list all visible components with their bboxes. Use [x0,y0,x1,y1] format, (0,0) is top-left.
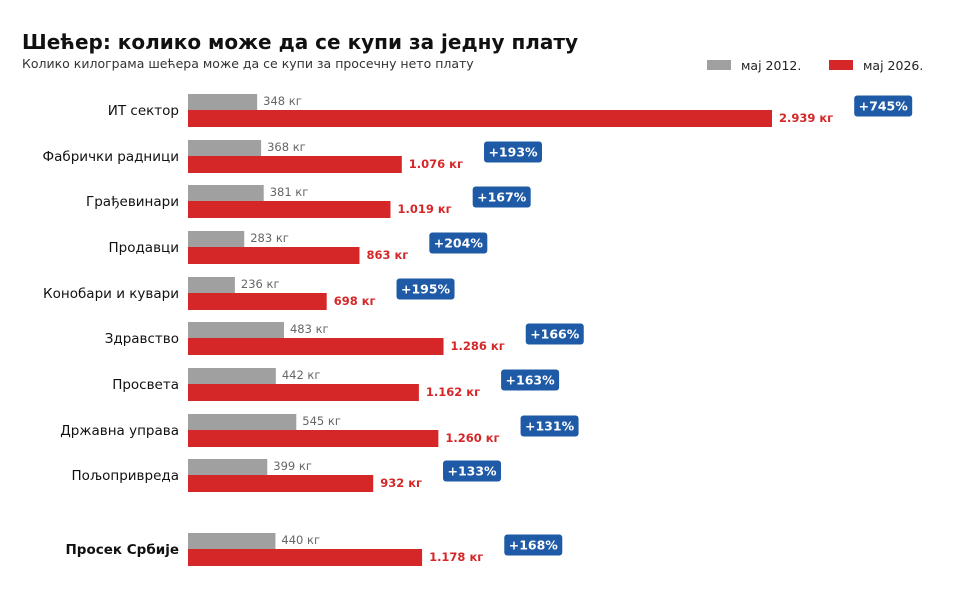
value-label-2026: 698 кг [334,294,376,308]
category-label: Конобари и кувари [43,286,179,302]
bar-2026 [188,110,772,127]
change-badge [854,95,913,117]
value-label-2012: 483 кг [290,322,329,336]
change-badge [396,278,455,300]
value-label-2026: 932 кг [380,476,422,490]
change-label: +131% [525,419,575,434]
value-label-2012: 442 кг [282,368,321,382]
bar-2012 [188,185,264,202]
legend-swatch-2012 [707,60,731,70]
change-badge [525,323,584,345]
category-label: Просек Србије [66,542,180,558]
change-label: +204% [434,236,484,251]
bar-2026 [188,338,444,355]
legend-item-2026: мај 2026. [829,57,923,73]
category-label: ИТ сектор [108,103,179,119]
change-label: +167% [477,190,527,205]
bar-2012 [188,277,235,294]
bar-2026 [188,384,419,401]
legend-item-2012: мај 2012. [707,57,801,73]
value-label-2012: 399 кг [273,459,312,473]
bar-2026 [188,201,391,218]
bar-2012 [188,414,297,431]
change-label: +745% [859,99,909,114]
chart-title: Шећер: колико може да се купи за једну п… [22,30,579,54]
bar-2012 [188,533,276,550]
change-badge [443,460,502,482]
legend-label-2026: мај 2026. [863,57,924,73]
value-label-2012: 545 кг [302,414,341,428]
change-badge [484,141,543,163]
bar-2026 [188,293,327,310]
bar-2026 [188,475,374,492]
category-label: Здравство [105,331,179,347]
change-badge [520,415,579,437]
change-label: +193% [488,145,538,160]
value-label-2026: 1.286 кг [451,339,505,353]
bar-2012 [188,322,284,339]
bar-2026 [188,247,360,264]
category-label: Фабрички радници [43,149,180,165]
chart-subtitle: Колико килограма шећера може да се купи … [22,56,474,71]
value-label-2012: 348 кг [263,94,302,108]
value-label-2026: 1.260 кг [445,431,499,445]
value-label-2026: 1.178 кг [429,550,483,564]
value-label-2026: 863 кг [366,248,408,262]
value-label-2026: 1.162 кг [426,385,480,399]
value-label-2012: 283 кг [250,231,289,245]
change-badge [504,534,563,556]
category-label: Продавци [108,240,179,256]
category-label: Државна управа [60,423,179,439]
change-label: +195% [401,282,451,297]
bar-2012 [188,368,276,385]
change-badge [472,186,531,208]
change-label: +168% [509,538,559,553]
bar-2026 [188,430,439,447]
category-label: Пољопривреда [72,468,179,484]
category-label: Просвета [112,377,179,393]
change-label: +163% [506,373,556,388]
change-badge [429,232,488,254]
value-label-2012: 236 кг [241,277,280,291]
value-label-2026: 1.019 кг [397,202,451,216]
change-label: +133% [447,464,497,479]
legend-label-2012: мај 2012. [741,57,802,73]
value-label-2012: 440 кг [281,533,320,547]
change-label: +166% [530,327,580,342]
value-label-2012: 368 кг [267,140,306,154]
value-label-2026: 1.076 кг [409,157,463,171]
value-label-2026: 2.939 кг [779,111,833,125]
legend-swatch-2026 [829,60,853,70]
bar-2026 [188,549,423,566]
bar-2012 [188,140,262,157]
bar-2012 [188,459,268,476]
bar-2012 [188,94,258,111]
bar-2012 [188,231,245,248]
value-label-2012: 381 кг [270,185,309,199]
bar-2026 [188,156,402,173]
change-badge [501,369,560,391]
category-label: Грађевинари [86,194,179,210]
